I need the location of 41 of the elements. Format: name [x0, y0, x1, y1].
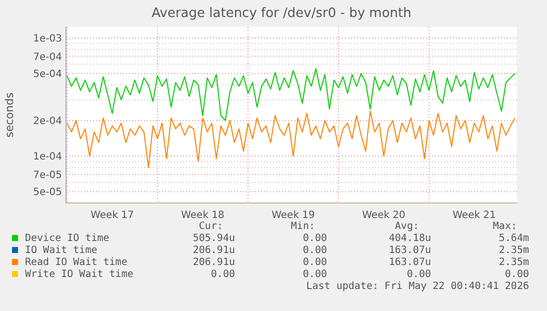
- legend-label: Device IO time: [25, 233, 110, 244]
- text: 2.35m: [498, 257, 529, 268]
- text: 404.18u: [388, 233, 431, 244]
- text: 0.00: [210, 269, 235, 280]
- text: Cur:: [198, 221, 223, 232]
- line-series: [66, 68, 516, 122]
- x-tick-label: Week 20: [362, 210, 406, 221]
- y-tick-label: 1e-03: [33, 34, 62, 45]
- y-tick-label: 7e-04: [33, 52, 62, 63]
- legend-label: Read IO Wait time: [25, 257, 128, 268]
- legend-label: Write IO Wait time: [25, 269, 134, 280]
- text: 0.00: [302, 269, 327, 280]
- text: 0.00: [406, 269, 431, 280]
- line-series: [66, 110, 516, 168]
- x-tick-label: Week 17: [90, 210, 134, 221]
- legend-label: IO Wait time: [25, 245, 98, 256]
- x-tick-label: Week 19: [272, 210, 315, 221]
- text: Max:: [492, 221, 517, 232]
- text: 163.07u: [388, 257, 431, 268]
- text: 0.00: [302, 233, 327, 244]
- y-tick-label: 5e-05: [33, 187, 62, 198]
- text: 0.00: [302, 257, 327, 268]
- y-tick-label: 5e-04: [33, 69, 62, 80]
- text: 206.91u: [192, 257, 235, 268]
- y-tick-label: 7e-05: [33, 170, 62, 181]
- text: Last update: Fri May 22 00:40:41 2026: [306, 281, 529, 292]
- text: 0.00: [302, 245, 327, 256]
- chart-title: Average latency for /dev/sr0 - by month: [152, 6, 412, 21]
- text: Min:: [290, 221, 315, 232]
- text: 505.94u: [192, 233, 235, 244]
- text: 2.35m: [498, 245, 529, 256]
- x-tick-label: Week 21: [452, 210, 496, 221]
- text: 206.91u: [192, 245, 235, 256]
- text: Avg:: [394, 221, 419, 232]
- text: 163.07u: [388, 245, 431, 256]
- text: 5.64m: [498, 233, 529, 244]
- y-tick-label: 1e-04: [33, 152, 62, 163]
- x-tick-label: Week 18: [181, 210, 224, 221]
- y-tick-label: 2e-04: [33, 116, 62, 128]
- text: 0.00: [504, 269, 529, 280]
- y-axis-title: seconds: [3, 92, 16, 138]
